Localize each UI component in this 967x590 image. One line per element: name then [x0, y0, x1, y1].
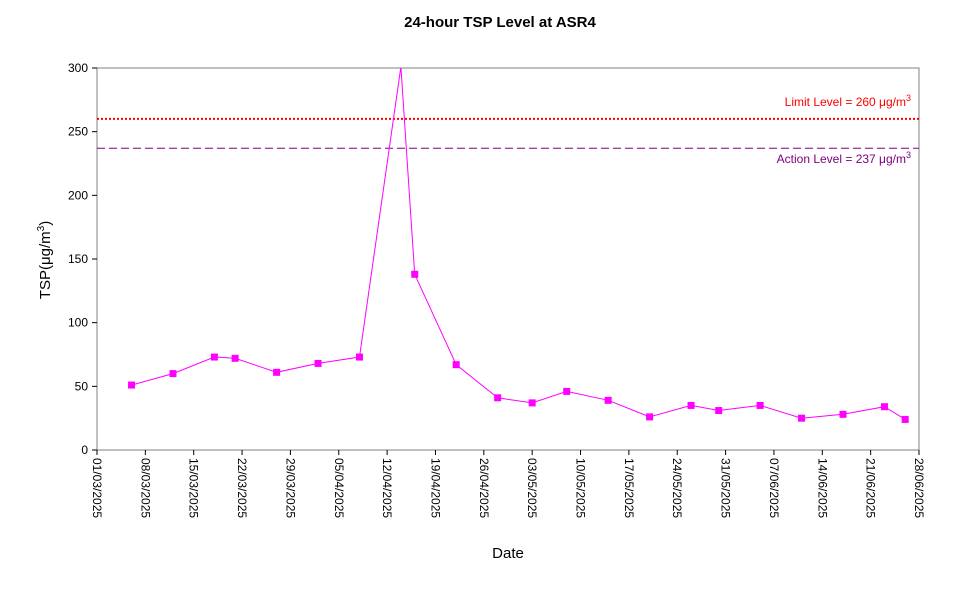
chart-title: 24-hour TSP Level at ASR4	[404, 14, 596, 31]
y-tick-label: 50	[75, 379, 89, 393]
reference-line-label-part: Action Level = 237	[777, 152, 879, 166]
data-point	[169, 370, 177, 378]
x-tick-label: 17/05/2025	[622, 458, 636, 518]
data-point	[687, 401, 695, 409]
x-tick-label: 10/05/2025	[574, 458, 588, 518]
x-tick-label: 05/04/2025	[332, 458, 346, 518]
y-axis-label-mu: μ	[37, 256, 54, 265]
data-point	[756, 401, 764, 409]
y-axis-label-text: TSP(	[37, 265, 54, 299]
data-point	[314, 359, 322, 367]
y-tick-label: 150	[68, 252, 88, 266]
x-tick-label: 26/04/2025	[477, 458, 491, 518]
data-point	[798, 414, 806, 422]
data-point	[880, 403, 888, 411]
data-point	[355, 353, 363, 361]
x-tick-label: 15/03/2025	[187, 458, 201, 518]
x-tick-label: 31/05/2025	[719, 458, 733, 518]
data-point	[411, 270, 419, 278]
y-tick-label: 250	[68, 125, 88, 139]
y-tick-label: 200	[68, 188, 88, 202]
data-point	[839, 410, 847, 418]
y-tick-label: 100	[68, 316, 88, 330]
x-tick-label: 24/05/2025	[670, 458, 684, 518]
x-tick-label: 21/06/2025	[864, 458, 878, 518]
x-tick-label: 01/03/2025	[90, 458, 104, 518]
x-tick-label: 12/04/2025	[380, 458, 394, 518]
x-tick-label: 22/03/2025	[235, 458, 249, 518]
x-axis: 01/03/2025 08/03/2025 15/03/2025 22/03/2025…	[90, 450, 926, 518]
reference-line-label-part: 3	[906, 150, 911, 160]
x-tick-label: 19/04/2025	[428, 458, 442, 518]
data-point	[128, 381, 136, 389]
data-point	[715, 407, 723, 415]
reference-line-label-part: g/m	[886, 95, 906, 109]
reference-line-label-part: Limit Level = 260	[785, 95, 879, 109]
data-point	[563, 387, 571, 395]
y-axis: 0 50 100 150 200 250 300	[68, 61, 97, 457]
data-point	[646, 413, 654, 421]
y-axis-label-close: )	[37, 221, 54, 226]
data-point	[231, 354, 239, 362]
reference-line-label-part: 3	[906, 93, 911, 103]
reference-line-label: Limit Level = 260 μg/m3	[785, 93, 911, 109]
data-point	[452, 361, 460, 369]
data-point	[210, 353, 218, 361]
reference-line-label-part: μ	[879, 95, 886, 109]
data-point	[604, 396, 612, 404]
y-axis-label-sup: 3	[36, 225, 47, 231]
data-point	[901, 415, 909, 423]
x-tick-label: 07/06/2025	[767, 458, 781, 518]
data-point	[528, 399, 536, 407]
x-axis-label: Date	[492, 545, 524, 562]
y-tick-label: 300	[68, 61, 88, 75]
x-tick-label: 08/03/2025	[138, 458, 152, 518]
plot-area	[96, 67, 920, 451]
x-tick-label: 29/03/2025	[283, 458, 297, 518]
series-group	[128, 68, 909, 423]
reference-line-label-part: g/m	[886, 152, 906, 166]
x-tick-label: 03/05/2025	[525, 458, 539, 518]
data-point	[273, 368, 281, 376]
y-axis-label-unit: g/m	[37, 231, 54, 256]
data-point	[494, 394, 502, 402]
x-tick-label: 28/06/2025	[912, 458, 926, 518]
reference-line-label-part: μ	[879, 152, 886, 166]
x-tick-label: 14/06/2025	[815, 458, 829, 518]
reference-line-label: Action Level = 237 μg/m3	[777, 150, 911, 166]
y-tick-label: 0	[81, 443, 88, 457]
y-axis-label: TSP(μg/m3)	[36, 221, 54, 299]
series-line	[131, 68, 906, 420]
